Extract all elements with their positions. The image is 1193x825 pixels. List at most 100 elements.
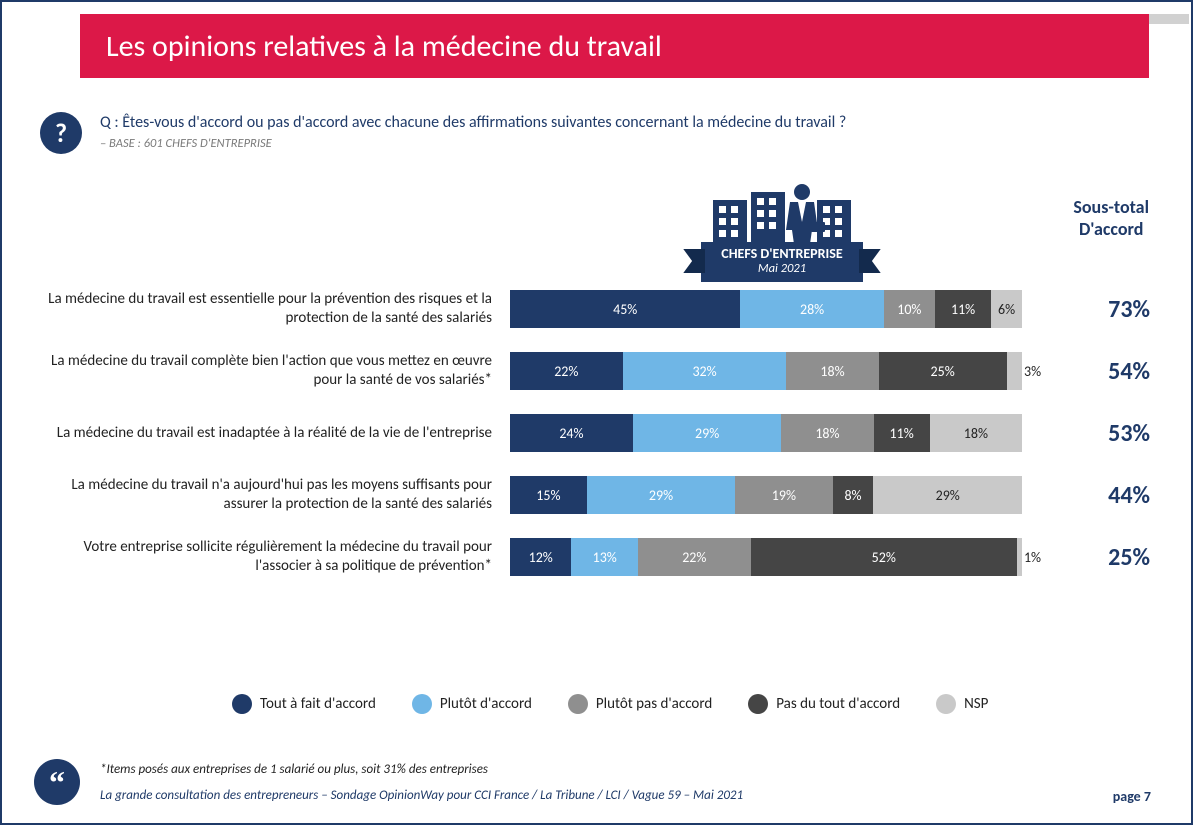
row-label: La médecine du travail est essentielle p…	[46, 290, 492, 328]
footnote-star: *Items posés aux entreprises de 1 salari…	[100, 760, 1093, 780]
bar-segment-value: 8%	[844, 487, 861, 504]
stacked-bar: 12% 13% 22% 52% 1%	[510, 538, 1022, 576]
stacked-bar: 15% 29% 19% 8% 29%	[510, 476, 1022, 514]
bar-segment-s5: 6%	[991, 290, 1022, 328]
bar-segment-s1: 45%	[510, 290, 740, 328]
subtotal-header-l2: D'accord	[1073, 219, 1149, 241]
legend: Tout à fait d'accord Plutôt d'accord Plutô…	[232, 694, 1131, 714]
header-ribbon: CHEFS D'ENTREPRISE Mai 2021	[701, 242, 862, 282]
subtotal-header: Sous-total D'accord	[1073, 197, 1149, 240]
legend-item: NSP	[936, 694, 988, 714]
bar-segment-s3: 18%	[786, 352, 878, 390]
bar-segment-s5: 1%	[1017, 538, 1022, 576]
bar-segment-value: 45%	[613, 301, 637, 318]
bar-segment-s1: 12%	[510, 538, 571, 576]
bar-segment-s3: 10%	[884, 290, 935, 328]
page-title: Les opinions relatives à la médecine du …	[106, 28, 662, 65]
bar-segment-s5: 18%	[930, 414, 1022, 452]
legend-label: Tout à fait d'accord	[260, 695, 376, 713]
bar-segment-s3: 22%	[638, 538, 751, 576]
bar-segment-s4: 25%	[879, 352, 1007, 390]
header-line1: CHEFS D'ENTREPRISE	[721, 245, 842, 262]
bar-segment-value: 11%	[890, 425, 914, 442]
legend-item: Plutôt d'accord	[412, 694, 532, 714]
bar-segment-s4: 8%	[833, 476, 874, 514]
chart-row: La médecine du travail est essentielle p…	[46, 290, 1149, 328]
bar-segment-value: 18%	[964, 425, 988, 442]
bar-segment-value: 10%	[897, 301, 921, 318]
bar-segment-value: 12%	[529, 549, 553, 566]
bar-segment-value: 29%	[936, 487, 960, 504]
row-label: La médecine du travail complète bien l'a…	[46, 352, 492, 390]
bar-segment-s2: 29%	[587, 476, 735, 514]
chart-rows: La médecine du travail est essentielle p…	[46, 290, 1149, 576]
buildings-businessman-icon	[707, 182, 857, 244]
source-line: La grande consultation des entrepreneurs…	[100, 786, 1093, 806]
legend-swatch	[412, 694, 432, 714]
legend-item: Pas du tout d'accord	[748, 694, 900, 714]
legend-label: Pas du tout d'accord	[776, 695, 900, 713]
question-badge-icon: ?	[40, 112, 82, 154]
legend-label: NSP	[964, 695, 988, 713]
bar-segment-s3: 19%	[735, 476, 832, 514]
page-title-bar: Les opinions relatives à la médecine du …	[80, 14, 1149, 78]
row-subtotal: 54%	[1040, 357, 1150, 386]
bar-segment-value: 15%	[536, 487, 560, 504]
legend-swatch	[232, 694, 252, 714]
question-row: ? Q : Êtes-vous d'accord ou pas d'accord…	[40, 112, 1141, 154]
question-text-block: Q : Êtes-vous d'accord ou pas d'accord a…	[100, 112, 846, 151]
bar-segment-s3: 18%	[781, 414, 873, 452]
bar-segment-s5: 29%	[873, 476, 1021, 514]
row-label: La médecine du travail est inadaptée à l…	[46, 424, 492, 443]
question-base: – BASE : 601 CHEFS D'ENTREPRISE	[100, 136, 846, 151]
stacked-bar: 24% 29% 18% 11% 18%	[510, 414, 1022, 452]
question-text: Q : Êtes-vous d'accord ou pas d'accord a…	[100, 112, 846, 134]
legend-item: Plutôt pas d'accord	[568, 694, 712, 714]
row-subtotal: 44%	[1040, 481, 1150, 510]
bar-segment-value: 29%	[649, 487, 673, 504]
subtotal-header-l1: Sous-total	[1073, 197, 1149, 219]
bar-segment-value: 29%	[695, 425, 719, 442]
bar-segment-s4: 11%	[935, 290, 991, 328]
bar-segment-value: 18%	[820, 363, 844, 380]
quote-icon: “	[34, 759, 80, 805]
bar-segment-value: 25%	[931, 363, 955, 380]
header-line2: Mai 2021	[721, 262, 842, 276]
bar-segment-value: 11%	[951, 301, 975, 318]
bar-segment-value: 32%	[692, 363, 716, 380]
legend-label: Plutôt d'accord	[440, 695, 532, 713]
footer: “ *Items posés aux entreprises de 1 sala…	[34, 759, 1151, 805]
chart-row: La médecine du travail est inadaptée à l…	[46, 414, 1149, 452]
row-subtotal: 25%	[1040, 543, 1150, 572]
bar-segment-s1: 24%	[510, 414, 633, 452]
page-number: page 7	[1113, 788, 1151, 805]
bar-segment-value: 3%	[1024, 363, 1041, 380]
bar-segment-s2: 13%	[571, 538, 638, 576]
bar-segment-value: 1%	[1024, 549, 1041, 566]
bar-segment-s2: 29%	[633, 414, 781, 452]
bar-segment-s4: 52%	[751, 538, 1017, 576]
bar-segment-s1: 22%	[510, 352, 623, 390]
legend-swatch	[748, 694, 768, 714]
bar-segment-value: 18%	[815, 425, 839, 442]
row-subtotal: 53%	[1040, 419, 1150, 448]
chart-row: La médecine du travail n'a aujourd'hui p…	[46, 476, 1149, 514]
legend-label: Plutôt pas d'accord	[596, 695, 712, 713]
row-label: La médecine du travail n'a aujourd'hui p…	[46, 476, 492, 514]
bar-segment-value: 52%	[872, 549, 896, 566]
legend-swatch	[936, 694, 956, 714]
bar-segment-s5: 3%	[1007, 352, 1022, 390]
bar-segment-value: 6%	[998, 301, 1015, 318]
bar-segment-s1: 15%	[510, 476, 587, 514]
bar-segment-s4: 11%	[874, 414, 930, 452]
row-label: Votre entreprise sollicite régulièrement…	[46, 538, 492, 576]
bar-segment-value: 22%	[682, 549, 706, 566]
footnotes: *Items posés aux entreprises de 1 salari…	[100, 760, 1093, 805]
chart-header: CHEFS D'ENTREPRISE Mai 2021	[542, 182, 1022, 282]
chart-row: La médecine du travail complète bien l'a…	[46, 352, 1149, 390]
stacked-bar: 45%28%10%11%6%	[510, 290, 1022, 328]
legend-item: Tout à fait d'accord	[232, 694, 376, 714]
bar-segment-value: 22%	[554, 363, 578, 380]
bar-segment-value: 19%	[772, 487, 796, 504]
bar-segment-s2: 32%	[623, 352, 787, 390]
